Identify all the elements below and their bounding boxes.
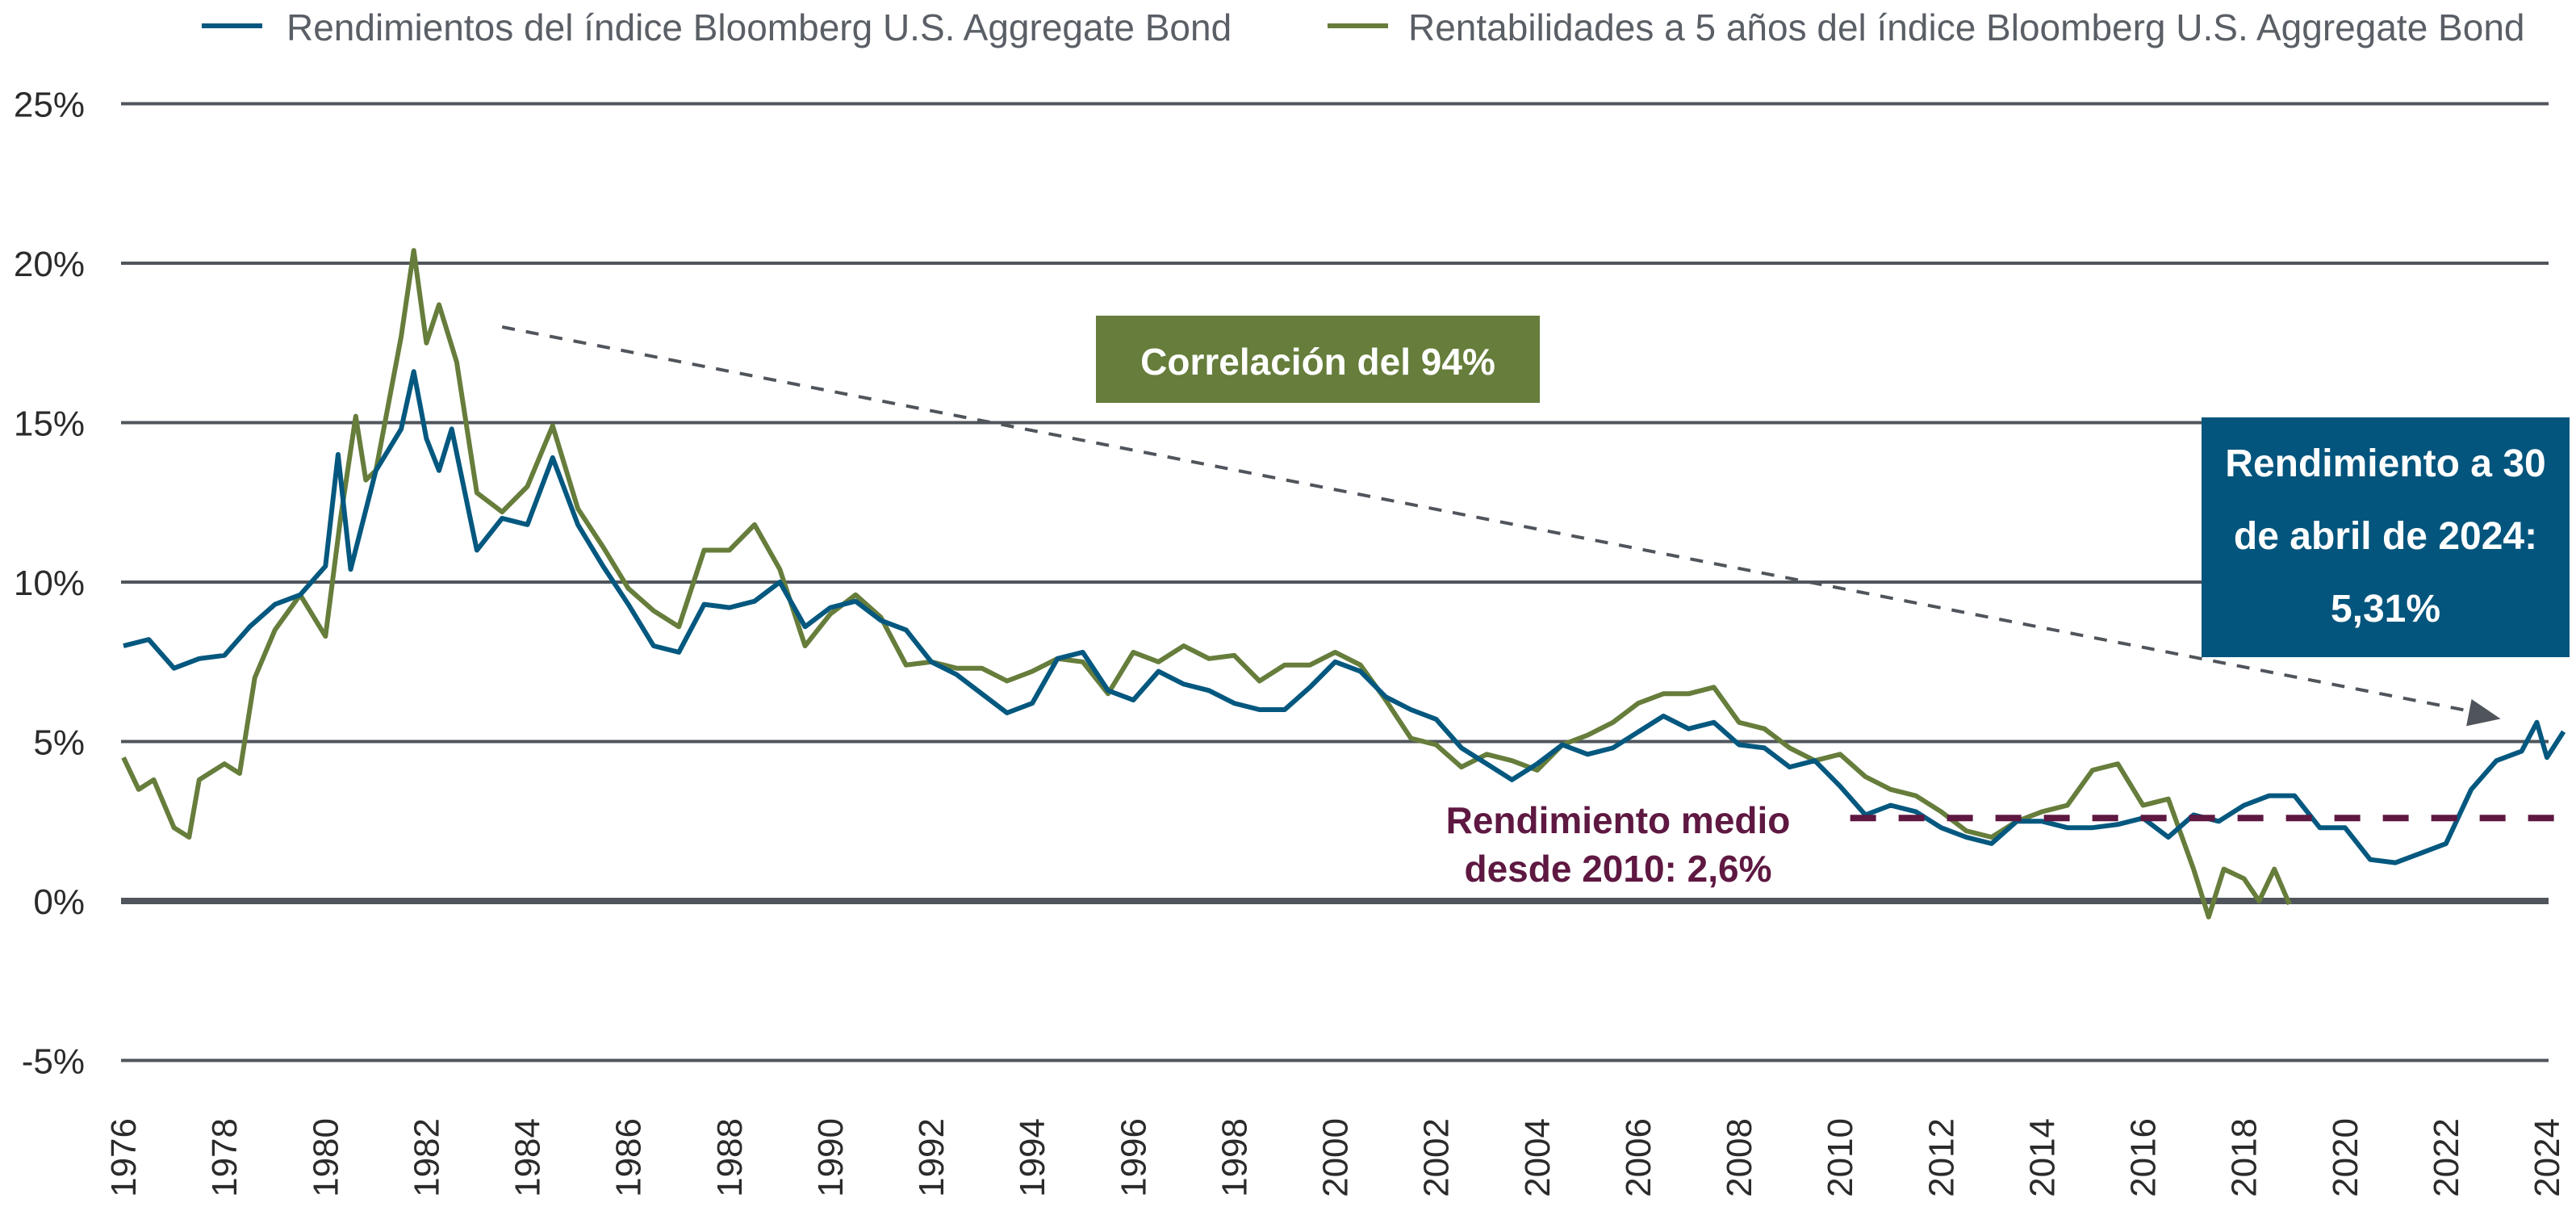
trend-line (501, 325, 2471, 713)
x-tick-label: 1990 (811, 1118, 851, 1197)
current-yield-annotation: Rendimiento a 30 de abril de 2024: 5,31% (2202, 417, 2570, 657)
legend-label-yield: Rendimientos del índice Bloomberg U.S. A… (286, 6, 1232, 48)
x-axis-ticks: 1976 1978 1980 1982 1984 1986 1988 1990 1992 1994… (104, 1118, 2567, 1197)
x-tick-label: 2006 (1619, 1118, 1658, 1197)
x-tick-label: 1986 (609, 1118, 649, 1197)
x-tick-label: 2008 (1720, 1118, 1759, 1197)
x-tick-label: 1988 (710, 1118, 750, 1197)
arrowhead-icon (2466, 699, 2501, 727)
y-tick-label: 0% (33, 882, 85, 922)
x-tick-label: 2012 (1922, 1118, 1961, 1197)
x-tick-label: 2018 (2225, 1118, 2264, 1197)
x-tick-label: 2022 (2427, 1118, 2466, 1197)
x-tick-label: 2010 (1821, 1118, 1860, 1197)
y-tick-label: 20% (14, 245, 85, 284)
legend: Rendimientos del índice Bloomberg U.S. A… (202, 6, 2524, 48)
x-tick-label: 1980 (306, 1118, 345, 1197)
x-tick-label: 2002 (1417, 1118, 1457, 1197)
y-tick-label: 15% (14, 404, 85, 444)
x-tick-label: 2014 (2022, 1118, 2062, 1197)
trend-arrow (501, 325, 2501, 727)
gridlines (121, 102, 2549, 1062)
x-tick-label: 1994 (1013, 1118, 1052, 1197)
x-tick-label: 1978 (205, 1118, 245, 1197)
x-tick-label: 1976 (104, 1118, 144, 1197)
x-tick-label: 2024 (2528, 1118, 2567, 1197)
y-tick-label: 10% (14, 564, 85, 603)
series-lines (121, 248, 2566, 920)
correlation-box (1096, 316, 1540, 403)
correlation-text: Correlación del 94% (1140, 341, 1495, 383)
current-yield-box (2202, 417, 2570, 657)
y-tick-label: -5% (22, 1042, 85, 1082)
average-annotation: Rendimiento medio desde 2010: 2,6% (1446, 799, 1791, 890)
x-tick-label: 1982 (407, 1118, 446, 1197)
y-tick-label: 5% (33, 723, 85, 763)
x-tick-label: 1998 (1215, 1118, 1254, 1197)
x-tick-label: 2016 (2124, 1118, 2164, 1197)
current-yield-line-2: de abril de 2024: (2234, 515, 2537, 558)
x-tick-label: 2004 (1518, 1118, 1558, 1197)
correlation-annotation: Correlación del 94% (1096, 316, 1540, 403)
x-tick-label: 2000 (1316, 1118, 1356, 1197)
x-tick-label: 1992 (912, 1118, 951, 1197)
series-line-5yr-returns (121, 248, 2292, 920)
x-tick-label: 2020 (2326, 1118, 2365, 1197)
legend-label-returns: Rentabilidades a 5 años del índice Bloom… (1408, 6, 2524, 48)
y-tick-label: 25% (14, 86, 85, 125)
series-line-yield (123, 369, 2566, 865)
current-yield-line-3: 5,31% (2331, 588, 2440, 631)
y-axis-ticks: -5% 0% 5% 10% 15% 20% 25% (14, 86, 85, 1082)
average-line-1: Rendimiento medio (1446, 799, 1791, 841)
x-tick-label: 1984 (508, 1118, 548, 1197)
x-tick-label: 1996 (1114, 1118, 1153, 1197)
current-yield-line-1: Rendimiento a 30 (2225, 442, 2545, 485)
average-line-2: desde 2010: 2,6% (1464, 848, 1771, 890)
